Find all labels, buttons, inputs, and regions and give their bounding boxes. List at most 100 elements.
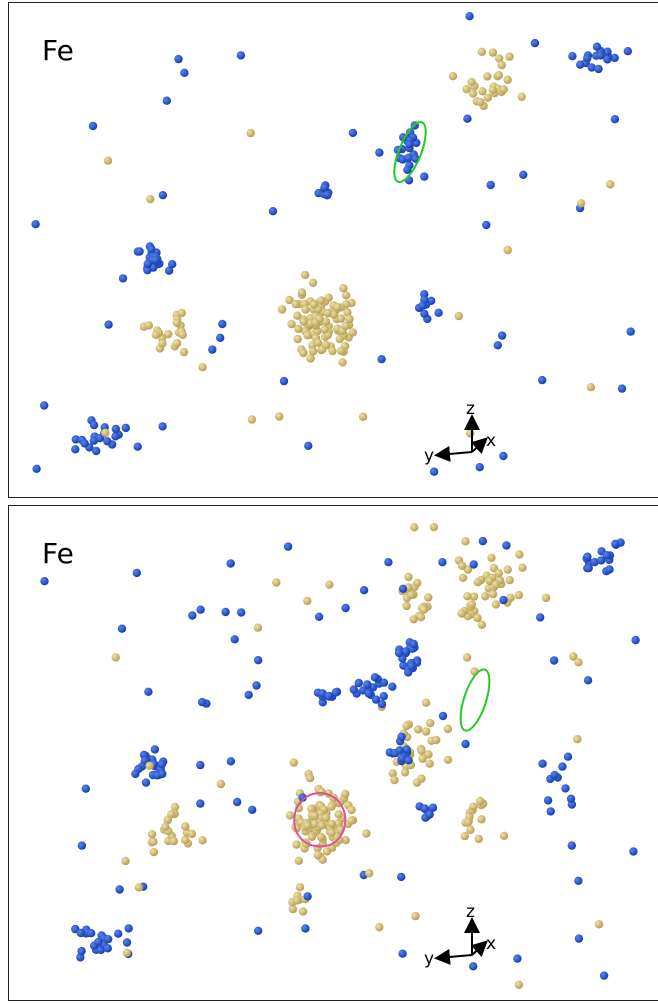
- fe-atom-gold: [135, 883, 143, 891]
- fe-atom-gold: [518, 93, 526, 101]
- fe-atom-gold: [317, 296, 325, 304]
- fe-atom-gold: [337, 314, 345, 322]
- fe-atom-gold: [349, 328, 357, 336]
- fe-atom-blue: [487, 181, 495, 189]
- fe-atom-gold: [341, 790, 349, 798]
- panel-label: Fe: [42, 34, 74, 67]
- fe-atom-gold: [317, 788, 325, 796]
- fe-atom-gold: [325, 294, 333, 302]
- fe-atom-blue: [77, 929, 85, 937]
- fe-atom-gold: [123, 949, 131, 957]
- fe-atom-gold: [506, 594, 514, 602]
- fe-atom-blue: [115, 885, 123, 893]
- fe-atom-blue: [420, 172, 428, 180]
- fe-atom-blue: [315, 613, 323, 621]
- fe-atom-blue: [611, 540, 619, 548]
- fe-atom-blue: [594, 65, 602, 73]
- fe-atom-blue: [303, 892, 311, 900]
- fe-atom-gold: [188, 830, 196, 838]
- axis-label: y: [424, 446, 434, 466]
- fe-atom-gold: [286, 811, 294, 819]
- fe-atom-gold: [577, 199, 585, 207]
- fe-atom-blue: [196, 799, 204, 807]
- fe-atom-gold: [444, 756, 452, 764]
- fe-atom-blue: [168, 260, 176, 268]
- fe-atom-gold: [476, 98, 484, 106]
- fe-atom-blue: [585, 564, 593, 572]
- fe-atom-gold: [359, 413, 367, 421]
- atoms: [31, 12, 635, 476]
- fe-atom-gold: [323, 847, 331, 855]
- fe-atom-blue: [252, 681, 260, 689]
- fe-atom-blue: [461, 740, 469, 748]
- fe-atom-blue: [502, 541, 510, 549]
- fe-atom-gold: [417, 613, 425, 621]
- fe-atom-blue: [320, 183, 328, 191]
- fe-atom-blue: [135, 247, 143, 255]
- fe-atom-gold: [303, 821, 311, 829]
- fe-atom-gold: [455, 312, 463, 320]
- fe-atom-gold: [478, 48, 486, 56]
- fe-atom-blue: [231, 635, 239, 643]
- fe-atom-blue: [584, 676, 592, 684]
- fe-atom-blue: [131, 770, 139, 778]
- fe-atom-gold: [410, 523, 418, 531]
- fe-atom-blue: [395, 649, 403, 657]
- fe-atom-blue: [227, 559, 235, 567]
- fe-atom-gold: [303, 597, 311, 605]
- fe-atom-blue: [245, 691, 253, 699]
- fe-atom-gold: [500, 832, 508, 840]
- fe-atom-gold: [515, 591, 523, 599]
- fe-atom-gold: [145, 321, 153, 329]
- fe-atom-blue: [410, 640, 418, 648]
- fe-atom-gold: [500, 85, 508, 93]
- fe-atom-gold: [342, 291, 350, 299]
- fe-atom-gold: [290, 758, 298, 766]
- fe-atom-blue: [600, 971, 608, 979]
- fe-atom-blue: [561, 784, 569, 792]
- fe-atom-blue: [550, 771, 558, 779]
- fe-atom-blue: [583, 54, 591, 62]
- fe-atom-gold: [469, 89, 477, 97]
- fe-atom-gold: [495, 71, 503, 79]
- fe-atom-blue: [280, 377, 288, 385]
- fe-atom-gold: [300, 317, 308, 325]
- fe-atom-gold: [422, 727, 430, 735]
- cluster-outline: [455, 666, 496, 734]
- fe-atom-blue: [134, 443, 142, 451]
- fe-atom-blue: [325, 692, 333, 700]
- fe-atom-blue: [142, 778, 150, 786]
- fe-atom-blue: [349, 129, 357, 137]
- fe-atom-gold: [278, 305, 286, 313]
- fe-atom-blue: [434, 309, 442, 317]
- fe-atom-gold: [468, 600, 476, 608]
- fe-atom-gold: [466, 826, 474, 834]
- panel-frame: [9, 506, 658, 1001]
- fe-atom-gold: [310, 300, 318, 308]
- fe-atom-gold: [337, 347, 345, 355]
- fe-atom-gold: [150, 848, 158, 856]
- fe-atom-gold: [411, 912, 419, 920]
- fe-atom-blue: [284, 542, 292, 550]
- figure: FezyxFezyx: [0, 0, 658, 1003]
- fe-atom-blue: [144, 688, 152, 696]
- fe-atom-gold: [595, 920, 603, 928]
- axis-label: y: [424, 949, 434, 969]
- fe-atom-blue: [469, 962, 477, 970]
- fe-atom-blue: [498, 331, 506, 339]
- fe-atom-gold: [333, 303, 341, 311]
- fe-atom-blue: [118, 625, 126, 633]
- fe-atom-gold: [463, 592, 471, 600]
- fe-atom-blue: [574, 877, 582, 885]
- fe-atom-blue: [631, 636, 639, 644]
- fe-atom-blue: [104, 944, 112, 952]
- atoms: [40, 523, 640, 989]
- fe-atom-blue: [133, 569, 141, 577]
- fe-atom-gold: [409, 615, 417, 623]
- fe-atom-gold: [112, 653, 120, 661]
- fe-atom-blue: [605, 565, 613, 573]
- fe-atom-blue: [360, 586, 368, 594]
- fe-atom-blue: [82, 785, 90, 793]
- fe-atom-blue: [233, 798, 241, 806]
- fe-atom-blue: [629, 847, 637, 855]
